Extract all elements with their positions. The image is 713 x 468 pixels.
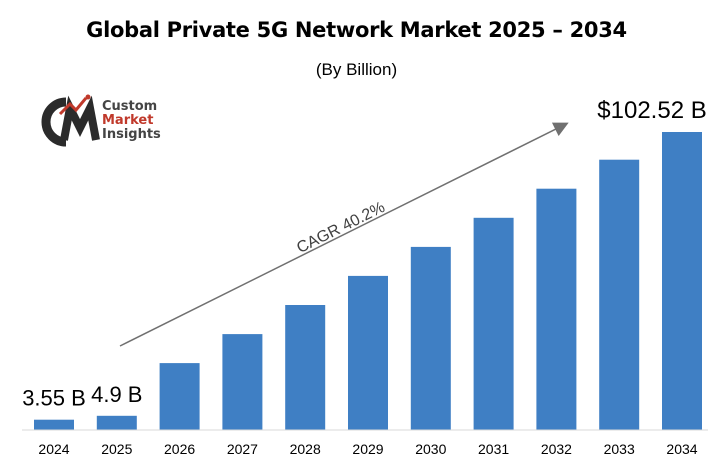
x-tick-2033: 2033 (604, 441, 635, 457)
bar-2033 (599, 159, 640, 430)
cagr-annotation: CAGR 40.2% (294, 199, 388, 257)
bar-2032 (536, 188, 577, 430)
x-tick-2030: 2030 (415, 441, 446, 457)
x-tick-2024: 2024 (38, 441, 69, 457)
bar-2026 (159, 363, 200, 430)
x-tick-2026: 2026 (164, 441, 195, 457)
bar-2030 (410, 246, 451, 430)
cagr-arrow (119, 122, 569, 347)
data-label-2024: 3.55 B (22, 386, 86, 411)
bars-group (34, 132, 702, 430)
bar-2029 (348, 275, 388, 430)
bar-2034 (662, 132, 702, 430)
bar-2031 (473, 217, 514, 430)
logo-text: Custom Market Insights (102, 100, 161, 142)
data-label-2034: $102.52 B (597, 97, 706, 124)
logo-line-market: Market (102, 113, 154, 128)
bar-2027 (222, 334, 263, 430)
x-tick-2028: 2028 (290, 441, 321, 457)
chart-title: Global Private 5G Network Market 2025 – … (86, 18, 627, 42)
x-tick-2032: 2032 (541, 441, 572, 457)
x-tick-2027: 2027 (227, 441, 258, 457)
x-tick-2025: 2025 (101, 441, 132, 457)
bar-2024 (34, 419, 74, 430)
logo-line-custom: Custom (102, 99, 158, 114)
logo-icon (41, 94, 100, 147)
bar-2025 (96, 415, 137, 430)
x-tick-2029: 2029 (352, 441, 383, 457)
data-label-2025: 4.9 B (91, 382, 142, 407)
x-tick-labels: 2024 2025 2026 2027 2028 2029 2030 2031 2032 2033… (38, 441, 697, 457)
x-tick-2034: 2034 (666, 441, 697, 457)
chart-subtitle: (By Billion) (315, 60, 398, 79)
logo-line-insights: Insights (102, 127, 161, 142)
bar-2028 (285, 305, 326, 430)
x-tick-2031: 2031 (478, 441, 509, 457)
data-labels: 3.55 B 4.9 B $102.52 B (22, 97, 707, 411)
